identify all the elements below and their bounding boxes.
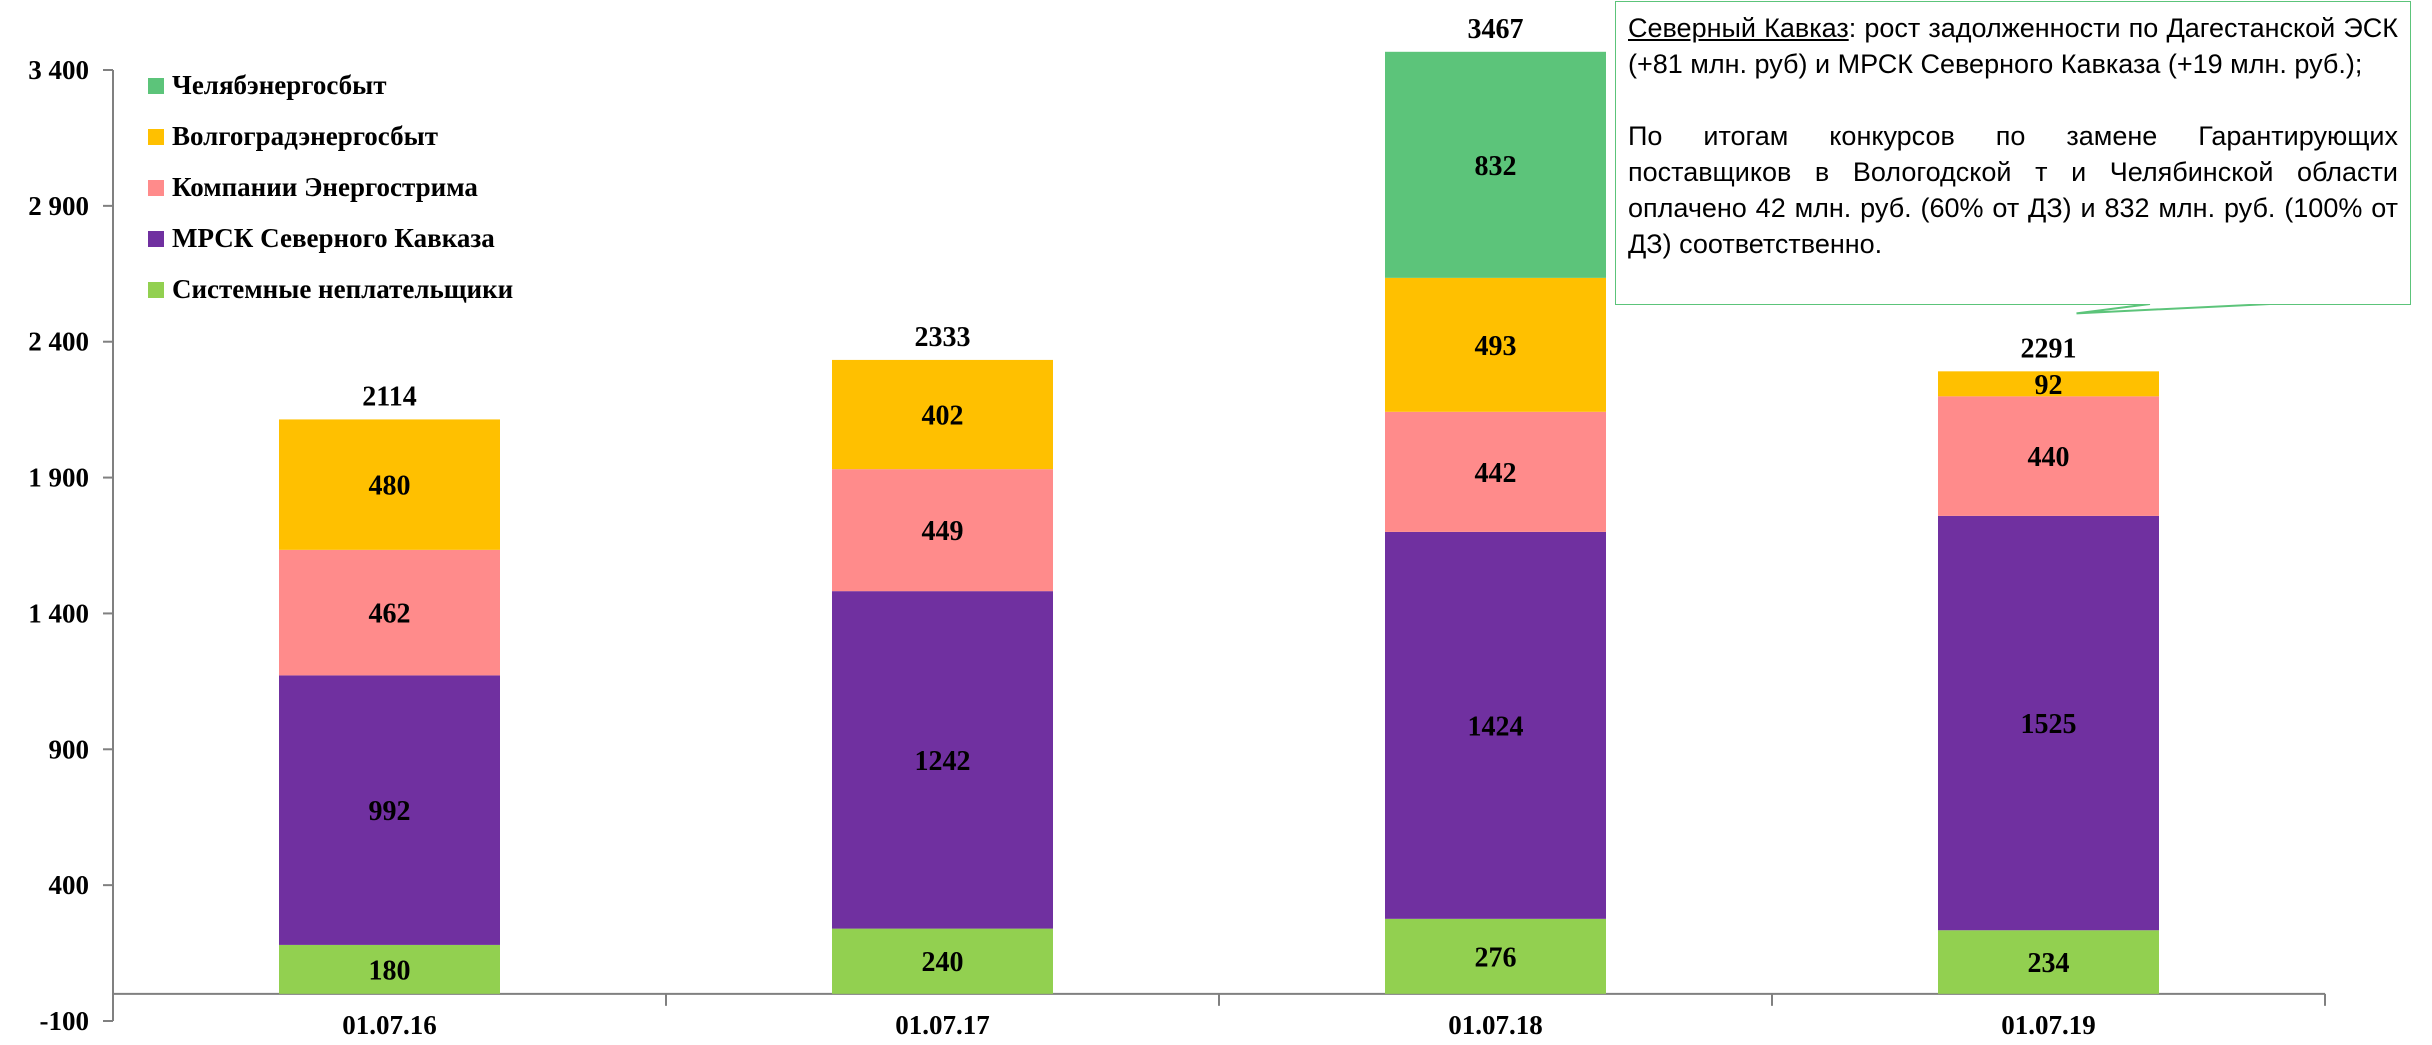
bar-segment — [832, 591, 1053, 929]
annotation-region-link: Северный Кавказ — [1628, 13, 1849, 43]
y-tick-label: 2 900 — [28, 191, 89, 221]
bar-segment — [1385, 277, 1606, 412]
legend-label: Челябэнергосбыт — [172, 70, 387, 100]
bar-segment-label: 493 — [1475, 331, 1517, 362]
bar-segment-label: 832 — [1475, 151, 1517, 182]
bar-segment — [1385, 411, 1606, 532]
bar-segment — [1938, 515, 2159, 931]
y-tick-label: 1 900 — [28, 463, 89, 493]
bar-segment-label: 442 — [1475, 458, 1517, 489]
bar-segment — [1938, 930, 2159, 994]
bar-segment-label: 240 — [922, 947, 964, 978]
bar-segment — [832, 469, 1053, 592]
bar-segment-label: 480 — [369, 471, 411, 502]
bar-segment — [832, 359, 1053, 470]
bar-total-label: 3467 — [1468, 14, 1524, 45]
bar-segment — [1385, 531, 1606, 919]
legend-label: Компании Энергострима — [172, 172, 478, 202]
legend-swatch — [148, 180, 164, 196]
legend-label: Волгоградэнергосбыт — [172, 121, 438, 151]
bar-segment-label: 234 — [2028, 948, 2070, 979]
bar-segment — [1938, 371, 2159, 397]
bar-segment-label: 276 — [1475, 942, 1517, 973]
bar-segment — [1385, 51, 1606, 278]
bar-segment-label: 1525 — [2021, 709, 2077, 740]
bar-segment — [279, 549, 500, 676]
legend-label: МРСК Северного Кавказа — [172, 223, 495, 253]
x-tick-label: 01.07.17 — [895, 1010, 990, 1040]
bar-segment — [279, 419, 500, 550]
bar-total-label: 2114 — [362, 381, 416, 412]
y-axis-ticks: 3 400 2 900 2 400 1 900 1 400 900 400 -100 — [28, 55, 113, 1036]
legend-swatch — [148, 231, 164, 247]
y-tick-label: 900 — [49, 734, 90, 764]
bar-segment — [1385, 918, 1606, 994]
y-tick-label: 2 400 — [28, 327, 89, 357]
bar-segment-label: 1424 — [1468, 711, 1524, 742]
y-tick-label: 1 400 — [28, 598, 89, 628]
x-tick-label: 01.07.18 — [1448, 1010, 1543, 1040]
legend-swatch — [148, 282, 164, 298]
bar-segment-label: 1242 — [915, 746, 971, 777]
bar-total-label: 2291 — [2021, 333, 2077, 364]
bar-segment — [279, 944, 500, 994]
x-tick-label: 01.07.19 — [2001, 1010, 2096, 1040]
bar-segment-label: 992 — [369, 796, 411, 827]
legend-label: Системные неплательщики — [172, 274, 513, 304]
bar-segment-label: 462 — [369, 599, 411, 630]
bar-segment — [279, 675, 500, 945]
bar-segment — [1938, 396, 2159, 516]
bar-segment-label: 440 — [2028, 442, 2070, 473]
legend-swatch — [148, 78, 164, 94]
legend-swatch — [148, 129, 164, 145]
annotation-text-1: : рост задолженности по Дагестанской ЭСК… — [1628, 13, 2398, 79]
y-tick-label: 3 400 — [28, 55, 89, 85]
chart-legend: Челябэнергосбыт Волгоградэнергосбыт Компан… — [148, 70, 513, 304]
y-tick-label: -100 — [40, 1006, 90, 1036]
x-axis-ticks: 01.07.16 01.07.17 01.07.18 01.07.19 — [112, 993, 2326, 1040]
x-tick-label: 01.07.16 — [342, 1010, 437, 1040]
chart-bars: 180 992 462 480 2114 240 1242 449 402 2333 276 1424… — [279, 14, 2159, 994]
bar-segment-label: 449 — [922, 516, 964, 547]
annotation-paragraph-2: По итогам конкурсов по замене Гарантирую… — [1628, 121, 2398, 259]
bar-segment-label: 402 — [922, 401, 964, 432]
bar-segment — [832, 928, 1053, 994]
bar-segment-label: 92 — [2035, 370, 2063, 401]
bar-total-label: 2333 — [915, 322, 971, 353]
annotation-paragraph-1: Северный Кавказ: рост задолженности по Д… — [1628, 10, 2398, 82]
y-tick-label: 400 — [49, 870, 90, 900]
bar-segment-label: 180 — [369, 955, 411, 986]
annotation-callout: Северный Кавказ: рост задолженности по Д… — [1616, 2, 2410, 304]
